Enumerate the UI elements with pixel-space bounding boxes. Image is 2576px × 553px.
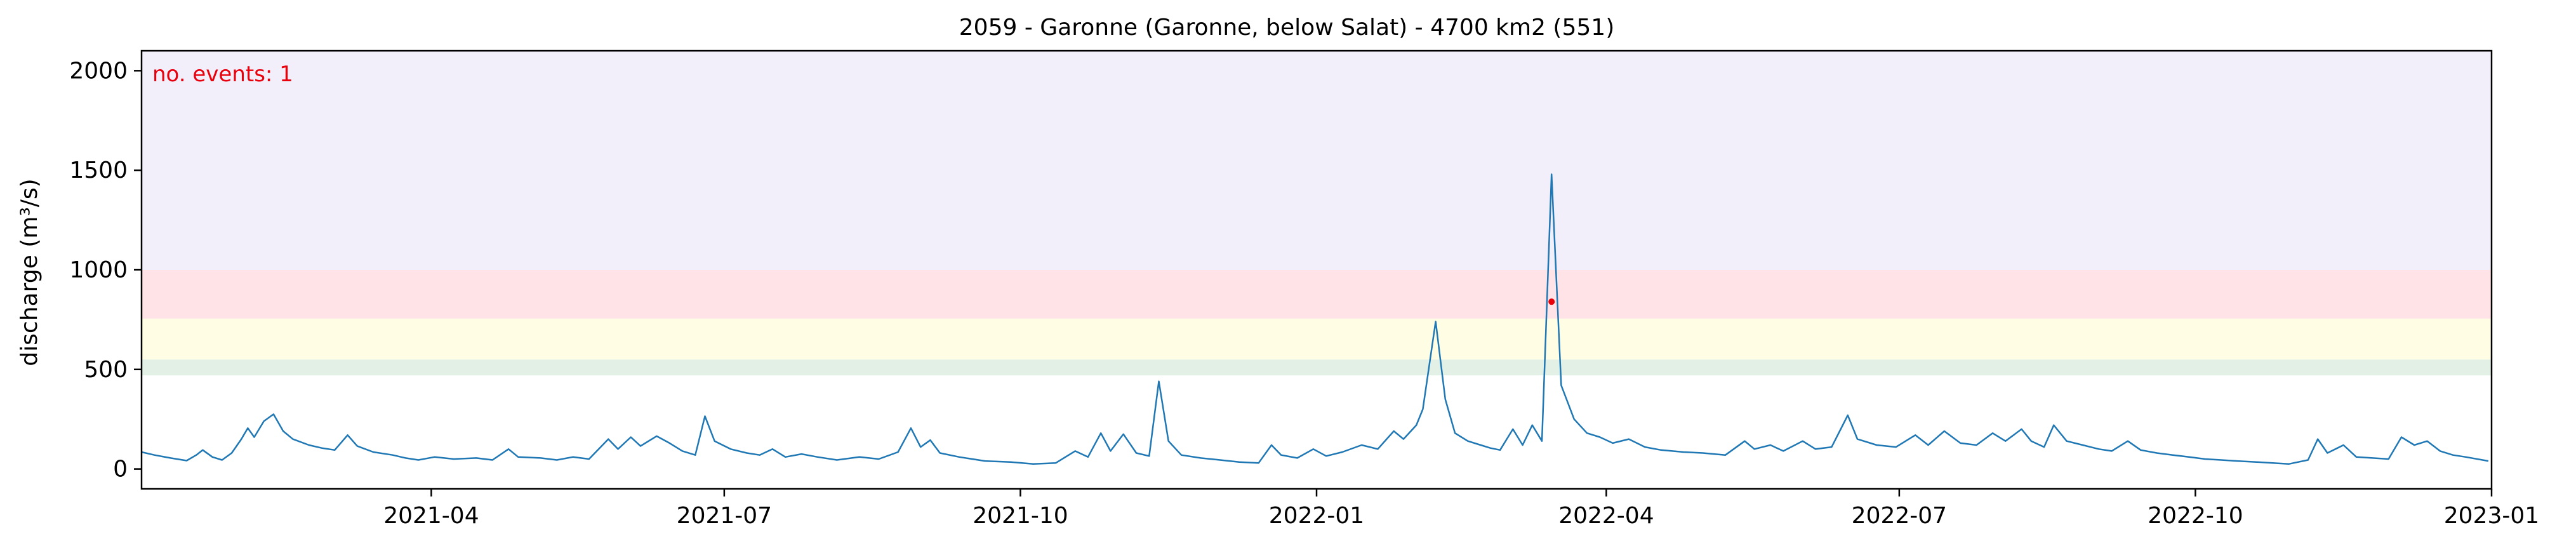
threshold-band-0 [142,359,2492,376]
y-axis-label: discharge (m³/s) [17,178,43,366]
x-tick-label-2022-01: 2022-01 [1269,503,1364,529]
y-tick-label-2000: 2000 [69,58,128,84]
discharge-series-line-0 [141,173,2489,465]
y-axis: 0 500 1000 1500 2000 [69,58,142,483]
x-tick-label-2022-07: 2022-07 [1852,503,1947,529]
threshold-band-2 [142,270,2492,319]
threshold-bands [142,51,2492,376]
x-tick-label-2021-04: 2021-04 [383,503,479,529]
x-tick-label-2021-10: 2021-10 [973,503,1068,529]
threshold-band-3 [142,51,2492,270]
x-tick-label-2022-10: 2022-10 [2148,503,2243,529]
event-markers [1548,298,1555,305]
y-tick-label-1500: 1500 [69,157,128,183]
y-tick-label-500: 500 [84,357,128,383]
y-tick-label-1000: 1000 [69,257,128,283]
x-tick-label-2021-07: 2021-07 [677,503,772,529]
x-tick-label-2022-04: 2022-04 [1558,503,1654,529]
x-axis: 2021-04 2021-07 2021-10 2022-01 2022-04 2022-… [383,489,2539,529]
series-layer [141,173,2489,465]
threshold-band-1 [142,318,2492,360]
chart-title: 2059 - Garonne (Garonne, below Salat) - … [959,15,1614,41]
events-count-annotation: no. events: 1 [152,62,293,87]
y-tick-label-0: 0 [113,456,128,483]
x-tick-label-2023-01: 2023-01 [2444,503,2539,529]
event-marker [1548,298,1555,305]
